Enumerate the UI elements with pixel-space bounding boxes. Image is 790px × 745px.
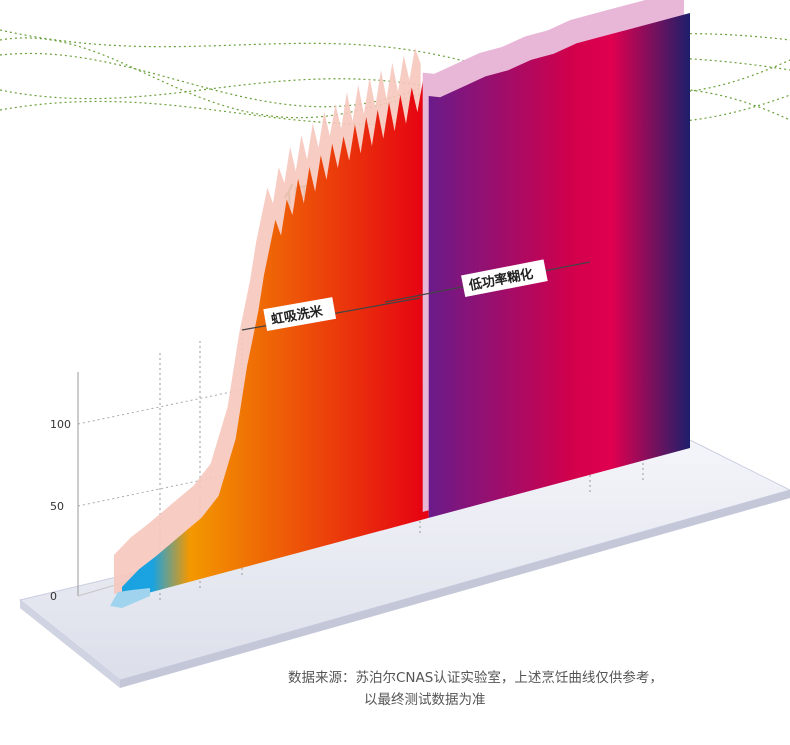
y-tick-label: 0 (50, 590, 57, 603)
series-area-phase-2 (428, 13, 690, 518)
source-note-line-1: 数据来源：苏泊尔CNAS认证实验室，上述烹饪曲线仅供参考， (288, 670, 663, 686)
series-area-phase-1 (122, 80, 429, 601)
series-area-start (110, 588, 150, 608)
wave-line (0, 37, 790, 119)
source-note-line-2: 以最终测试数据为准 (364, 692, 486, 708)
y-tick-label: 100 (50, 418, 71, 431)
wave-line (0, 29, 790, 95)
y-tick-label: 50 (50, 500, 64, 513)
phase-label-bg (461, 259, 548, 298)
phase-label-bg (263, 297, 337, 331)
chart-platform-edge (20, 600, 120, 688)
chart-platform-edge-front (120, 490, 790, 688)
